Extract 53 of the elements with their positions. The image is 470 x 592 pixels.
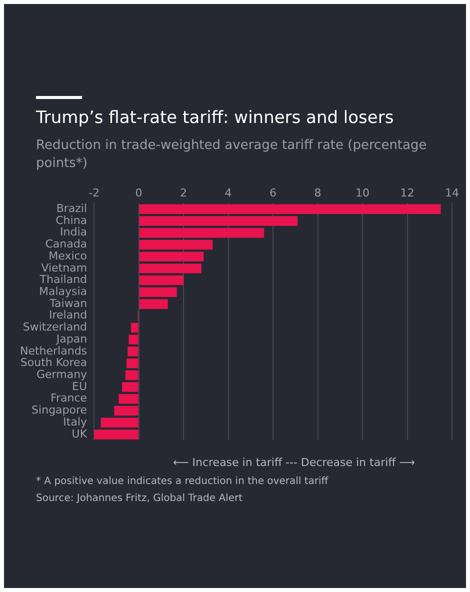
x-tick-label: 10	[356, 186, 370, 200]
bar	[139, 299, 168, 309]
bar	[139, 228, 264, 238]
bar	[139, 216, 298, 226]
y-tick-label: Japan	[55, 332, 88, 346]
x-tick-label: 8	[314, 186, 322, 200]
y-tick-label: Brazil	[56, 202, 88, 215]
y-tick-label: Malaysia	[38, 285, 88, 298]
y-tick-label: India	[60, 226, 88, 239]
y-tick-label: Vietnam	[41, 261, 88, 274]
bar	[139, 275, 184, 286]
y-tick-label: Canada	[45, 238, 88, 251]
y-tick-label: Netherlands	[20, 344, 88, 358]
bar	[139, 287, 177, 298]
bar	[128, 346, 138, 356]
bar	[139, 264, 202, 274]
y-tick-label: Singapore	[32, 404, 88, 417]
bar	[94, 430, 138, 440]
source-note: Source: Johannes Fritz, Global Trade Alert	[36, 493, 243, 504]
y-tick-label: France	[50, 392, 88, 405]
y-tick-label: China	[56, 214, 88, 227]
chart-subtitle: Reduction in trade-weighted average tariff rate (percentage points*)	[36, 137, 428, 173]
x-tick-label: 4	[224, 186, 232, 200]
chart-title: Trump’s flat-rate tariff: winners and losers	[36, 108, 394, 128]
x-tick-label: 6	[270, 186, 277, 200]
y-tick-label: South Korea	[20, 356, 88, 370]
y-tick-label: Mexico	[48, 249, 88, 262]
bar	[118, 394, 138, 404]
x-tick-label: 14	[445, 186, 459, 200]
x-tick-label: 12	[400, 186, 414, 200]
bar	[139, 204, 441, 214]
x-tick-label: 0	[135, 186, 142, 200]
y-tick-label: Thailand	[38, 273, 88, 286]
y-tick-label: Italy	[63, 415, 88, 428]
bar	[100, 418, 138, 428]
y-tick-label: Germany	[36, 368, 88, 382]
bar	[114, 406, 138, 416]
y-tick-label: EU	[72, 380, 88, 393]
bar	[128, 334, 138, 344]
y-tick-label: Ireland	[49, 308, 88, 322]
x-tick-label: -2	[88, 186, 100, 200]
bar	[125, 370, 138, 380]
text: * A positive value indicates a reduction in the overall tariff	[36, 476, 328, 487]
text: ⟵ Increase in tariff --- Decrease in tariff ⟶	[172, 456, 416, 469]
y-tick-label: Switzerland	[22, 320, 88, 334]
y-tick-label: Taiwan	[48, 296, 88, 310]
bar	[126, 358, 138, 368]
bar	[130, 322, 138, 333]
y-tick-label: UK	[72, 427, 88, 440]
bar	[122, 382, 138, 392]
x-tick-label: 2	[180, 186, 188, 200]
bar	[139, 252, 204, 262]
bar	[139, 240, 213, 250]
